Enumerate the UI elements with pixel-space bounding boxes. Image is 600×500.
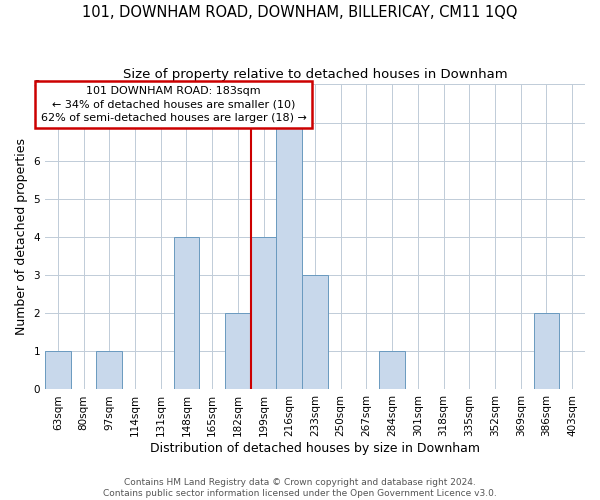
Bar bbox=[277, 122, 302, 390]
Bar bbox=[302, 275, 328, 390]
Text: 101 DOWNHAM ROAD: 183sqm
← 34% of detached houses are smaller (10)
62% of semi-d: 101 DOWNHAM ROAD: 183sqm ← 34% of detach… bbox=[41, 86, 307, 123]
Text: 101, DOWNHAM ROAD, DOWNHAM, BILLERICAY, CM11 1QQ: 101, DOWNHAM ROAD, DOWNHAM, BILLERICAY, … bbox=[82, 5, 518, 20]
Bar bbox=[97, 352, 122, 390]
Y-axis label: Number of detached properties: Number of detached properties bbox=[15, 138, 28, 336]
Text: Contains HM Land Registry data © Crown copyright and database right 2024.
Contai: Contains HM Land Registry data © Crown c… bbox=[103, 478, 497, 498]
Bar bbox=[173, 237, 199, 390]
Bar bbox=[45, 352, 71, 390]
Bar bbox=[379, 352, 405, 390]
Title: Size of property relative to detached houses in Downham: Size of property relative to detached ho… bbox=[123, 68, 508, 80]
Bar bbox=[533, 313, 559, 390]
Bar bbox=[225, 313, 251, 390]
Bar bbox=[251, 237, 277, 390]
X-axis label: Distribution of detached houses by size in Downham: Distribution of detached houses by size … bbox=[150, 442, 480, 455]
